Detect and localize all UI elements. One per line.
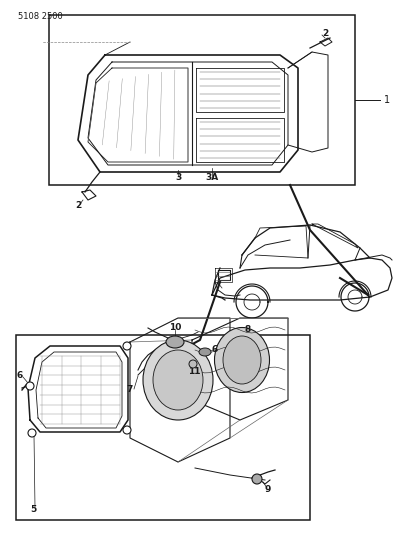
Ellipse shape [223,336,261,384]
Text: 2: 2 [322,28,328,37]
Bar [49,15,355,185]
Circle shape [28,429,36,437]
Circle shape [123,342,131,350]
Text: 7: 7 [127,385,133,394]
Text: 8: 8 [245,326,251,335]
Text: 6: 6 [212,345,218,354]
Text: 1: 1 [384,95,390,105]
Text: 2: 2 [75,201,81,211]
Text: 6: 6 [17,370,23,379]
Ellipse shape [215,327,270,392]
Bar [16,335,310,520]
Ellipse shape [153,350,203,410]
Circle shape [189,360,197,368]
Text: 11: 11 [188,367,200,376]
Circle shape [252,474,262,484]
Circle shape [26,382,34,390]
Text: 3: 3 [175,174,181,182]
Ellipse shape [143,340,213,420]
Text: 5: 5 [30,505,36,514]
Text: 10: 10 [169,324,181,333]
Text: 9: 9 [265,486,271,495]
Ellipse shape [199,348,211,356]
Ellipse shape [166,336,184,348]
Text: 3A: 3A [205,174,219,182]
Circle shape [123,426,131,434]
Text: 5108 2500: 5108 2500 [18,12,63,21]
